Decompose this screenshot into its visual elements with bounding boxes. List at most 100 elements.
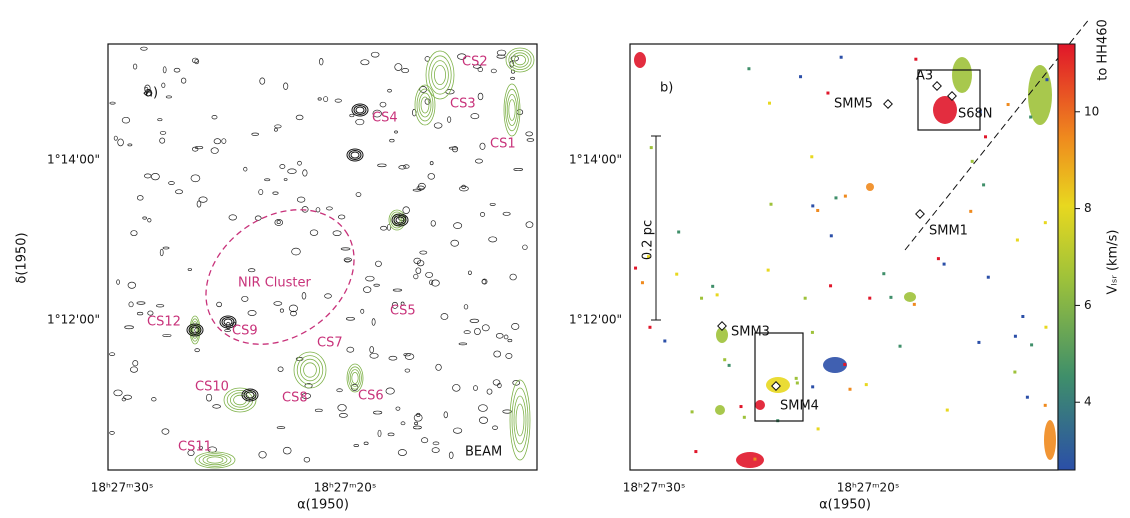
contour — [337, 389, 343, 392]
annotation: CS6 — [358, 389, 384, 404]
colorbar-label: Vₗₛᵣ (km/s) — [1106, 230, 1121, 295]
contour — [214, 139, 221, 144]
contour — [324, 97, 328, 102]
contour — [298, 161, 302, 165]
velocity-pixel — [770, 203, 773, 206]
contour — [229, 215, 237, 220]
contour — [325, 294, 332, 299]
contour — [434, 65, 445, 84]
contour — [211, 148, 218, 154]
velocity-pixel — [969, 210, 972, 213]
contour — [506, 48, 534, 72]
contour — [366, 276, 375, 281]
contour — [453, 384, 461, 391]
contour — [151, 397, 156, 401]
colorbar-tick-label: 8 — [1084, 201, 1092, 215]
contour — [474, 328, 480, 334]
contour — [491, 69, 496, 73]
contour — [370, 346, 374, 352]
contour — [504, 335, 508, 339]
contour — [464, 331, 470, 334]
contour — [459, 343, 467, 345]
contour — [280, 309, 283, 312]
velocity-pixel — [811, 331, 814, 334]
velocity-pixel — [817, 427, 820, 430]
velocity-pixel — [740, 405, 743, 408]
annotation: SMM3 — [731, 325, 770, 340]
velocity-pixel — [1016, 239, 1019, 242]
velocity-pixel — [1045, 78, 1048, 81]
velocity-pixel — [1007, 103, 1010, 106]
contour — [479, 417, 487, 424]
contour — [356, 193, 361, 197]
contour — [473, 386, 477, 391]
contour — [417, 413, 420, 416]
velocity-map — [634, 52, 1056, 468]
source-marker — [884, 100, 892, 108]
velocity-blob — [715, 405, 725, 415]
contour — [141, 47, 148, 50]
figure: a) α(1950) δ(1950) 18ʰ27ᵐ30ˢ 18ʰ27ᵐ20ˢ 1… — [0, 0, 1130, 518]
contour — [506, 353, 512, 358]
contour — [128, 282, 136, 288]
contour — [421, 438, 427, 443]
contour — [510, 274, 517, 280]
contour — [496, 333, 503, 338]
contour — [338, 215, 345, 219]
contour — [280, 164, 285, 168]
contour — [511, 77, 515, 79]
panel-label: a) — [145, 86, 158, 101]
velocity-blob — [1044, 420, 1056, 460]
contour — [403, 207, 410, 214]
contour — [318, 98, 321, 100]
contour — [480, 143, 485, 149]
velocity-blob — [866, 183, 874, 191]
annotation: CS1 — [490, 137, 516, 152]
contour — [169, 181, 175, 184]
velocity-pixel — [865, 383, 868, 386]
velocity-pixel — [747, 67, 750, 70]
velocity-blob — [904, 292, 916, 302]
contour — [292, 248, 301, 255]
velocity-pixel — [913, 303, 916, 306]
contour — [453, 428, 461, 433]
contour — [413, 426, 421, 429]
annotation: SMM5 — [834, 97, 873, 112]
contour — [374, 284, 380, 286]
contour — [447, 117, 450, 123]
contour — [414, 414, 422, 421]
contour — [341, 248, 350, 250]
contour — [454, 223, 462, 229]
velocity-pixel — [834, 196, 837, 199]
contour — [260, 78, 265, 84]
contour — [415, 85, 435, 125]
velocity-pixel — [1044, 221, 1047, 224]
contour — [275, 125, 282, 128]
contour — [114, 390, 122, 396]
contour — [160, 131, 166, 134]
contour — [346, 317, 354, 320]
colorbar-tick-label: 4 — [1084, 395, 1092, 409]
contour — [277, 427, 285, 429]
velocity-pixel — [811, 385, 814, 388]
contour — [110, 431, 115, 434]
velocity-blob — [755, 400, 765, 410]
contour — [356, 107, 364, 113]
velocity-pixel — [943, 263, 946, 266]
velocity-pixel — [1044, 326, 1047, 329]
contour — [259, 451, 266, 458]
contour — [175, 190, 182, 194]
contour — [133, 64, 137, 69]
velocity-pixel — [650, 146, 653, 149]
y-tick-label: 1°12'00" — [569, 313, 622, 327]
contour — [526, 132, 533, 136]
contour — [475, 159, 482, 163]
velocity-blob — [952, 57, 972, 93]
contour — [163, 334, 171, 336]
x-axis-label: α(1950) — [819, 498, 871, 513]
contour — [110, 102, 115, 104]
contour — [151, 173, 159, 179]
annotation: to HH460 — [1096, 19, 1111, 81]
contour — [283, 83, 287, 90]
contour — [388, 89, 392, 92]
